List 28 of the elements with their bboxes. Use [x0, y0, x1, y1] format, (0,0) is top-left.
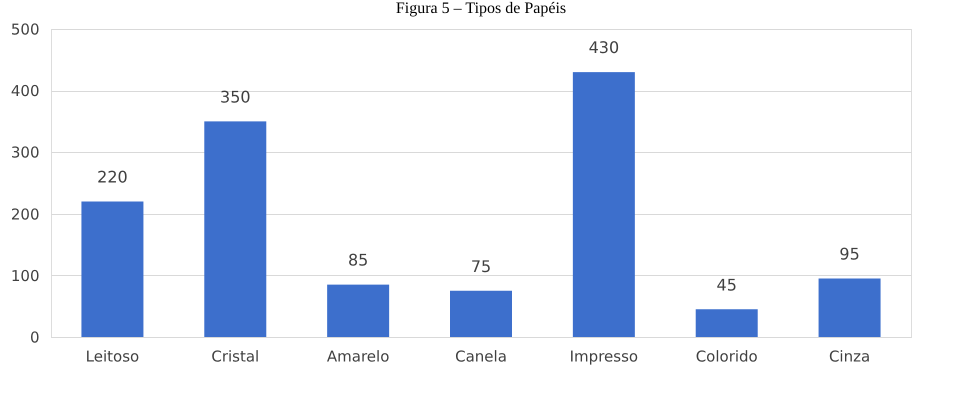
y-tick-label: 500 [10, 20, 40, 38]
x-tick-label: Cinza [828, 348, 870, 366]
x-tick-label: Impresso [570, 348, 638, 366]
x-tick-label: Leitoso [86, 348, 140, 366]
data-label: 85 [348, 250, 368, 270]
bar [818, 278, 881, 337]
bar [450, 290, 512, 337]
y-tick-label: 100 [10, 266, 40, 285]
data-label: 45 [716, 275, 737, 294]
y-tick-label: 400 [10, 82, 40, 100]
x-tick-label: Colorido [696, 348, 758, 366]
x-tick-label: Cristal [211, 348, 260, 366]
bar [204, 121, 266, 337]
y-tick-label: 200 [10, 205, 40, 224]
bar [572, 72, 635, 337]
x-tick-label: Amarelo [326, 348, 390, 366]
bar [696, 309, 758, 337]
bar [81, 201, 144, 337]
chart-title: Figura 5 – Tipos de Papéis [396, 0, 566, 17]
data-label: 95 [839, 244, 860, 264]
y-tick-label: 0 [30, 328, 40, 346]
data-label: 220 [97, 167, 128, 186]
y-tick-label: 300 [10, 144, 40, 162]
data-label: 430 [588, 38, 620, 58]
data-label: 75 [470, 256, 492, 276]
x-tick-label: Canela [455, 348, 507, 366]
bar [327, 284, 390, 337]
data-label: 350 [220, 87, 251, 106]
